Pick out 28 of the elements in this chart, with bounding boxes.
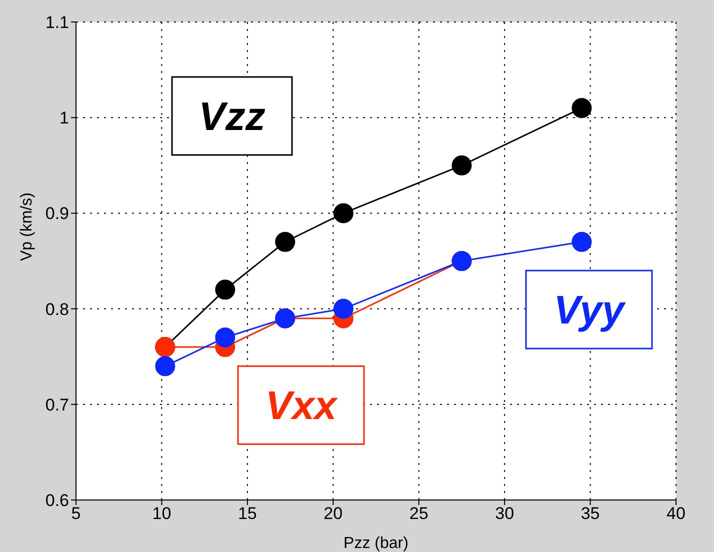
x-tick-label: 35 bbox=[580, 504, 600, 524]
point bbox=[572, 232, 592, 252]
series-label: Vyy bbox=[554, 288, 626, 333]
y-axis-title: Vp (km/s) bbox=[18, 192, 36, 261]
y-tick-label: 0.8 bbox=[45, 300, 69, 319]
point bbox=[155, 356, 176, 376]
x-axis-title: Pzz (bar) bbox=[344, 535, 408, 552]
x-tick-label: 5 bbox=[71, 504, 81, 524]
point bbox=[215, 280, 236, 300]
series-label: Vxx bbox=[265, 384, 338, 428]
y-tick-label: 0.6 bbox=[45, 491, 69, 510]
x-tick-label: 25 bbox=[409, 504, 428, 524]
point bbox=[452, 155, 472, 176]
x-tick-label: 40 bbox=[666, 504, 686, 524]
y-tick-label: 1 bbox=[60, 108, 69, 128]
x-tick-label: 20 bbox=[324, 504, 343, 524]
x-tick-label: 30 bbox=[495, 504, 514, 524]
point bbox=[333, 203, 354, 224]
text: Vzz bbox=[198, 94, 266, 139]
y-tick-label: 1.1 bbox=[45, 13, 69, 32]
x-tick-label: 10 bbox=[152, 504, 172, 524]
point bbox=[572, 98, 592, 118]
x-tick-label: 15 bbox=[238, 504, 257, 524]
y-tick-label: 0.9 bbox=[45, 204, 69, 224]
point bbox=[275, 232, 296, 252]
y-tick-label: 0.7 bbox=[45, 395, 69, 414]
point bbox=[333, 298, 354, 319]
point bbox=[215, 327, 236, 348]
